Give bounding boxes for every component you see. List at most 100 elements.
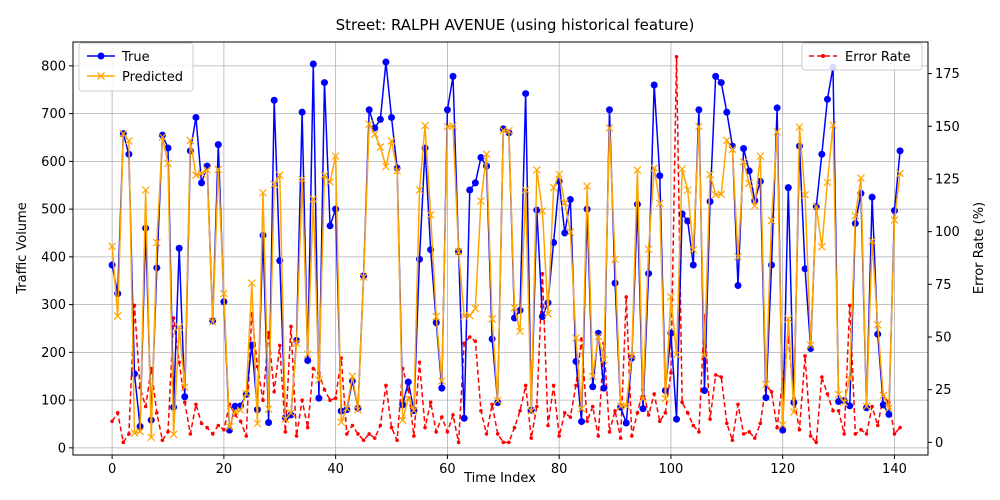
data-point bbox=[449, 122, 457, 130]
data-point bbox=[130, 429, 139, 437]
data-point bbox=[181, 393, 189, 401]
legend-predicted-label: Predicted bbox=[122, 70, 183, 85]
data-point bbox=[305, 425, 310, 430]
data-point bbox=[445, 430, 450, 434]
data-point bbox=[717, 79, 725, 87]
data-point bbox=[566, 228, 575, 236]
data-point bbox=[646, 413, 651, 417]
data-point bbox=[417, 360, 422, 365]
data-point bbox=[728, 145, 737, 154]
data-point bbox=[818, 150, 826, 158]
data-point bbox=[656, 172, 664, 180]
legend-left: True Predicted bbox=[78, 42, 194, 92]
data-point bbox=[283, 430, 288, 434]
data-point bbox=[484, 432, 489, 436]
data-point bbox=[736, 402, 740, 407]
data-point bbox=[287, 409, 295, 417]
data-point bbox=[164, 159, 172, 168]
data-point bbox=[314, 376, 323, 384]
data-point bbox=[238, 419, 243, 424]
data-point bbox=[812, 202, 821, 211]
data-point bbox=[294, 434, 299, 438]
data-point bbox=[166, 430, 170, 434]
data-point bbox=[147, 433, 156, 442]
data-point bbox=[577, 404, 586, 413]
data-point bbox=[722, 136, 731, 145]
data-point bbox=[462, 341, 466, 346]
data-point bbox=[326, 222, 334, 230]
data-point bbox=[119, 129, 128, 138]
data-point bbox=[870, 404, 874, 409]
data-point bbox=[712, 72, 720, 80]
data-point bbox=[182, 400, 187, 405]
data-point bbox=[303, 350, 312, 359]
data-point bbox=[529, 436, 534, 440]
data-point bbox=[719, 375, 724, 379]
data-point bbox=[477, 197, 485, 205]
data-point bbox=[684, 217, 692, 225]
x-axis-label: Time Index bbox=[463, 471, 536, 486]
data-point bbox=[673, 415, 681, 423]
data-point bbox=[507, 440, 511, 445]
data-point bbox=[333, 396, 338, 400]
data-point bbox=[143, 404, 148, 409]
data-point bbox=[747, 430, 751, 434]
data-point bbox=[210, 432, 215, 436]
y2-tick-label: 175 bbox=[935, 67, 960, 82]
x-tick-label: 140 bbox=[882, 462, 907, 477]
data-point bbox=[652, 392, 656, 396]
data-point bbox=[356, 432, 360, 436]
data-point bbox=[361, 438, 366, 443]
data-point bbox=[546, 423, 550, 428]
data-point bbox=[762, 394, 770, 402]
data-point bbox=[611, 255, 619, 264]
data-point bbox=[549, 183, 558, 192]
data-point bbox=[706, 170, 714, 179]
data-point bbox=[650, 81, 658, 89]
data-point bbox=[328, 398, 332, 403]
data-point bbox=[814, 440, 819, 445]
data-point bbox=[890, 216, 899, 225]
data-point bbox=[322, 387, 327, 392]
data-point bbox=[741, 432, 746, 436]
data-point bbox=[214, 141, 222, 149]
data-point bbox=[874, 330, 882, 338]
data-point bbox=[745, 179, 754, 188]
data-point bbox=[155, 411, 159, 415]
data-point bbox=[465, 311, 474, 320]
data-point bbox=[164, 144, 172, 152]
y-tick-label: 300 bbox=[41, 298, 66, 313]
data-point bbox=[817, 242, 826, 251]
x-tick-label: 20 bbox=[216, 462, 233, 477]
legend-true-marker bbox=[97, 52, 105, 60]
data-point bbox=[477, 154, 485, 162]
data-point bbox=[522, 90, 530, 98]
data-point bbox=[304, 356, 312, 364]
legend-error-marker bbox=[821, 54, 825, 58]
x-tick-label: 80 bbox=[551, 462, 568, 477]
data-point bbox=[752, 436, 757, 440]
y2-tick-label: 50 bbox=[935, 331, 952, 346]
data-point bbox=[740, 144, 748, 152]
series-predicted bbox=[108, 120, 904, 442]
data-point bbox=[440, 415, 444, 419]
data-point bbox=[583, 182, 592, 191]
data-point bbox=[265, 419, 273, 427]
data-point bbox=[879, 391, 888, 400]
data-point bbox=[192, 171, 200, 180]
data-point bbox=[395, 438, 399, 443]
data-point bbox=[289, 324, 293, 329]
data-point bbox=[657, 419, 662, 424]
y-tick-label: 500 bbox=[41, 203, 66, 218]
data-point bbox=[432, 312, 441, 321]
data-point bbox=[412, 434, 416, 438]
data-point bbox=[501, 440, 506, 445]
y-tick-label: 400 bbox=[41, 250, 66, 265]
data-point bbox=[110, 419, 114, 424]
y-axis-right: 0 25 50 75 100 125 150 175 bbox=[928, 67, 960, 451]
data-point bbox=[669, 371, 673, 375]
y-tick-label: 600 bbox=[41, 155, 66, 170]
data-point bbox=[158, 131, 166, 139]
data-point bbox=[667, 293, 675, 301]
data-point bbox=[739, 157, 748, 166]
